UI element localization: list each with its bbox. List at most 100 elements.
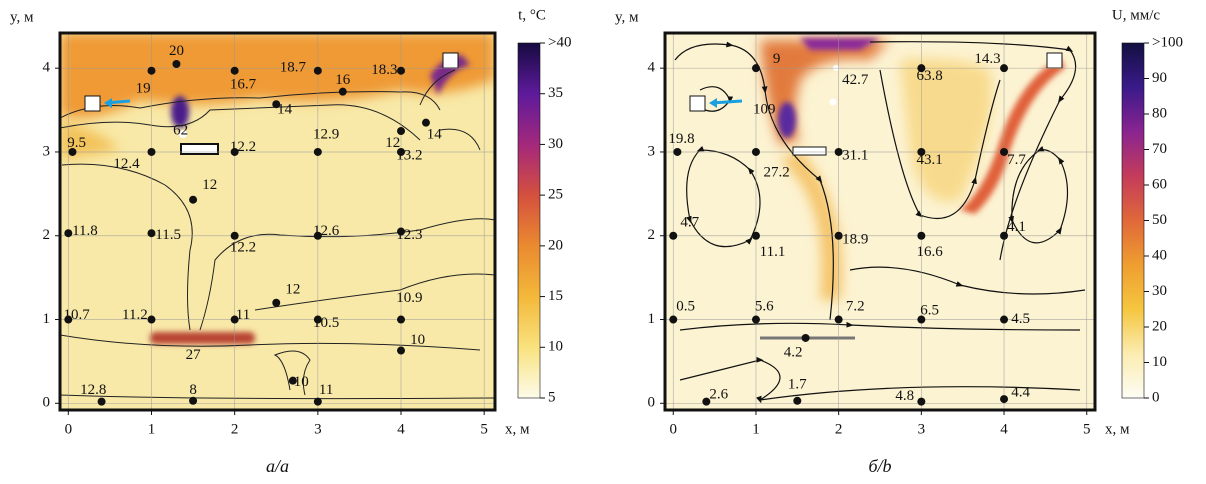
probe-point [1000,64,1009,73]
colorbar-tick-label: 70 [1152,141,1167,157]
y-tick-label: 1 [648,311,656,327]
value-label: 11.5 [155,227,181,243]
value-label: 10 [294,374,309,390]
value-label: 4.7 [680,215,699,231]
y-axis-label: y, м [10,9,34,25]
colorbar-tick-label: 10 [548,339,563,355]
probe-point [397,346,406,355]
value-label: 4.5 [1011,311,1030,327]
probe-point [68,147,77,156]
x-axis-label: x, м [1105,421,1130,437]
temperature-field [60,33,495,410]
value-label: 63.8 [916,68,942,84]
value-label: 7.7 [1007,152,1026,168]
colorbar-tick-label: 0 [1152,389,1160,405]
value-label: 12 [385,135,400,151]
probe-point [1000,315,1009,324]
value-label: 13.2 [396,148,422,164]
probe-point [272,298,281,307]
probe-point [64,229,73,238]
plot-frame [663,31,1097,412]
colorbar-tick-label: 5 [548,389,556,405]
value-label: 4.4 [1011,385,1030,401]
value-label: 14 [277,102,293,118]
value-label: 19 [136,81,151,97]
probe-point [834,231,843,240]
x-tick-label: 0 [670,421,678,437]
probe-point [751,147,760,156]
value-label: 12 [285,282,300,298]
colorbar-title: t, °C [518,7,546,23]
value-label: 6.5 [920,303,939,319]
y-tick-label: 1 [43,311,51,327]
x-tick-label: 1 [148,421,156,437]
value-label: 5.6 [755,298,774,314]
probe-point [751,231,760,240]
probe-point [230,231,239,240]
probe-point [313,315,322,324]
panel-caption: б/b [868,456,891,476]
probe-point [702,397,711,406]
probe-point [64,315,73,324]
colorbar-title: U, мм/с [1112,7,1160,23]
value-label: 14.3 [974,51,1000,67]
x-tick-label: 4 [1000,421,1008,437]
velocity-field [665,33,1095,410]
value-label: 42.7 [842,72,869,88]
colorbar [517,42,541,399]
colorbar-tick-label: 10 [1152,354,1167,370]
colorbar-tick-label: 30 [1152,283,1167,299]
probe-point [313,231,322,240]
probe-point [397,147,406,156]
colorbar-tick-label: 20 [1152,318,1167,334]
probe-point [172,59,181,68]
colorbar-tick-label: 40 [1152,247,1167,263]
value-label: 8 [189,382,197,398]
x-tick-label: 1 [752,421,760,437]
colorbar-tick-label: 30 [548,136,563,152]
probe-point [917,147,926,156]
probe-point [751,64,760,73]
value-label: 11.8 [72,223,98,239]
y-tick-label: 4 [648,60,656,76]
x-tick-label: 2 [835,421,843,437]
colorbar-tick-label: 35 [548,85,563,101]
value-label: 11.2 [122,307,148,323]
y-tick-label: 3 [43,143,51,159]
value-label: 12 [202,177,217,193]
value-label: 18.7 [280,60,307,76]
y-tick-label: 3 [648,143,656,159]
value-label: 10.9 [396,290,422,306]
probe-point [147,229,156,238]
value-label: 109 [753,102,776,118]
y-tick-label: 4 [43,60,51,76]
value-label: 18.9 [842,231,868,247]
x-tick-label: 3 [918,421,926,437]
colorbar-tick-label: 60 [1152,176,1167,192]
y-axis-label: y, м [615,9,639,25]
value-label: 12.2 [230,139,256,155]
value-label: 2.6 [709,386,728,402]
value-label: 31.1 [842,148,868,164]
probe-point [751,315,760,324]
panel-caption: а/a [266,456,289,476]
x-tick-label: 0 [65,421,73,437]
y-tick-label: 0 [648,395,656,411]
value-label: 62 [173,122,188,138]
colorbar-tick-label: >100 [1152,34,1183,50]
value-label: 27 [186,347,202,363]
colorbar-tick-label: >40 [548,34,571,50]
probe-point [97,397,106,406]
colorbar [1121,42,1145,399]
y-tick-label: 0 [43,395,51,411]
value-label: 9 [773,51,781,67]
y-tick-label: 2 [648,227,656,243]
x-tick-label: 4 [397,421,405,437]
probe-point [397,227,406,236]
colorbar-tick-label: 15 [548,288,563,304]
value-label: 20 [169,43,184,59]
probe-point [397,66,406,75]
value-label: 9.5 [67,135,86,151]
probe-point [793,396,802,405]
y-tick-label: 2 [43,227,51,243]
